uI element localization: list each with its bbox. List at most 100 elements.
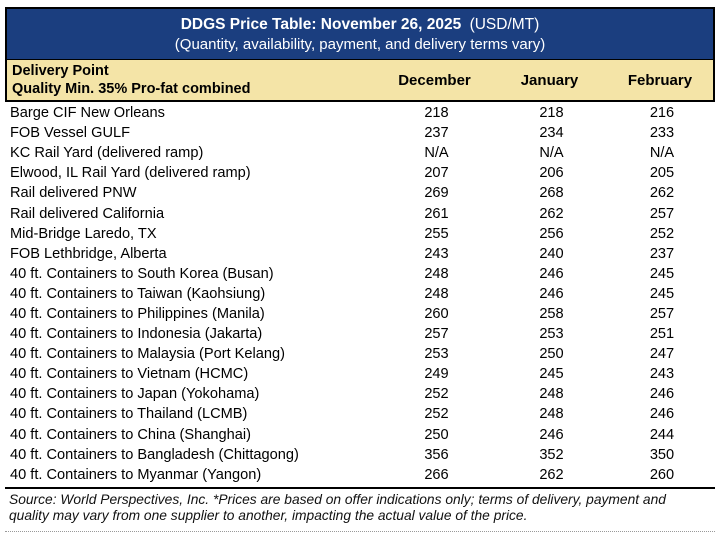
row-january-price: 218 — [539, 105, 564, 122]
row-january-price: 234 — [539, 125, 564, 142]
row-delivery-point: Rail delivered California — [10, 205, 165, 222]
row-december-price: 253 — [424, 346, 449, 363]
row-december-price: 356 — [424, 446, 449, 463]
row-delivery-point: Mid-Bridge Laredo, TX — [10, 225, 157, 242]
column-header-quality-spec: Quality Min. 35% Pro-fat combined — [12, 81, 251, 97]
column-header-delivery: Delivery Point Quality Min. 35% Pro-fat … — [7, 62, 377, 99]
row-december-price: 250 — [424, 426, 449, 443]
row-delivery-point: Barge CIF New Orleans — [10, 105, 165, 122]
row-delivery-point: FOB Lethbridge, Alberta — [10, 245, 167, 262]
table-row: 40 ft. Containers to Taiwan (Kaohsiung) 2… — [5, 284, 715, 304]
row-delivery-point: Elwood, IL Rail Yard (delivered ramp) — [10, 165, 251, 182]
row-january-price: 262 — [539, 205, 564, 222]
row-delivery-point: 40 ft. Containers to Malaysia (Port Kela… — [10, 346, 285, 363]
ddgs-price-table: DDGS Price Table: November 26, 2025 (USD… — [5, 7, 715, 532]
table-row: 40 ft. Containers to South Korea (Busan)… — [5, 264, 715, 284]
table-row: 40 ft. Containers to China (Shanghai) 250… — [5, 425, 715, 445]
table-row: 40 ft. Containers to Myanmar (Yangon) 266… — [5, 465, 715, 485]
row-delivery-point: 40 ft. Containers to Myanmar (Yangon) — [10, 466, 262, 483]
row-december-price: 255 — [424, 225, 449, 242]
row-february-price: 247 — [649, 346, 675, 363]
table-title-line: DDGS Price Table: November 26, 2025 (USD… — [7, 14, 713, 35]
source-note-line2: quality may vary from one supplier to an… — [9, 508, 528, 524]
row-december-price: 237 — [424, 125, 449, 142]
row-delivery-point: 40 ft. Containers to Bangladesh (Chittag… — [10, 446, 299, 463]
column-header-december: December — [398, 71, 471, 89]
column-header-february: February — [627, 71, 693, 89]
row-january-price: 262 — [539, 466, 564, 483]
row-february-price: 260 — [649, 466, 675, 483]
row-february-price: N/A — [649, 145, 675, 162]
table-row: FOB Lethbridge, Alberta 243 240 237 — [5, 244, 715, 264]
row-december-price: 266 — [424, 466, 449, 483]
row-delivery-point: 40 ft. Containers to Thailand (LCMB) — [10, 406, 248, 423]
row-february-price: 237 — [649, 245, 675, 262]
source-note: Source: World Perspectives, Inc. *Prices… — [5, 489, 715, 532]
table-row: 40 ft. Containers to Bangladesh (Chittag… — [5, 445, 715, 465]
row-january-price: 246 — [539, 426, 564, 443]
table-row: 40 ft. Containers to Philippines (Manila… — [5, 304, 715, 324]
table-title: DDGS Price Table: November 26, 2025 — [180, 15, 462, 33]
row-february-price: 245 — [649, 265, 675, 282]
table-row: 40 ft. Containers to Malaysia (Port Kela… — [5, 344, 715, 364]
table-header-band: DDGS Price Table: November 26, 2025 (USD… — [5, 7, 715, 60]
row-january-price: 352 — [539, 446, 564, 463]
row-january-price: 256 — [539, 225, 564, 242]
row-january-price: 245 — [539, 366, 564, 383]
row-delivery-point: 40 ft. Containers to Japan (Yokohama) — [10, 386, 260, 403]
row-delivery-point: 40 ft. Containers to South Korea (Busan) — [10, 265, 274, 282]
row-december-price: 252 — [424, 386, 449, 403]
row-december-price: 207 — [424, 165, 449, 182]
column-header-row: Delivery Point Quality Min. 35% Pro-fat … — [5, 60, 715, 102]
row-delivery-point: KC Rail Yard (delivered ramp) — [10, 145, 204, 162]
column-header-january: January — [520, 71, 579, 89]
row-february-price: 243 — [649, 366, 675, 383]
row-december-price: 257 — [424, 326, 449, 343]
row-december-price: 248 — [424, 285, 449, 302]
row-december-price: 261 — [424, 205, 449, 222]
row-delivery-point: 40 ft. Containers to China (Shanghai) — [10, 426, 251, 443]
row-february-price: 246 — [649, 386, 675, 403]
row-february-price: 257 — [649, 305, 675, 322]
column-header-delivery-point: Delivery Point — [12, 62, 109, 79]
row-december-price: 269 — [424, 185, 449, 202]
row-december-price: 248 — [424, 265, 449, 282]
row-february-price: 244 — [649, 426, 675, 443]
table-row: KC Rail Yard (delivered ramp) N/A N/A N/A — [5, 143, 715, 163]
table-row: 40 ft. Containers to Vietnam (HCMC) 249 24… — [5, 364, 715, 384]
row-january-price: 248 — [539, 386, 564, 403]
table-body: Barge CIF New Orleans 218 218 216 FOB Vessel… — [5, 102, 715, 489]
table-row: Mid-Bridge Laredo, TX 255 256 252 — [5, 224, 715, 244]
table-row: Barge CIF New Orleans 218 218 216 — [5, 103, 715, 123]
row-december-price: 243 — [424, 245, 449, 262]
row-december-price: 260 — [424, 305, 449, 322]
row-january-price: 240 — [539, 245, 564, 262]
source-note-line1: Source: World Perspectives, Inc. *Prices… — [9, 491, 666, 507]
row-december-price: N/A — [424, 145, 449, 162]
row-delivery-point: 40 ft. Containers to Vietnam (HCMC) — [10, 366, 249, 383]
row-delivery-point: 40 ft. Containers to Philippines (Manila… — [10, 305, 265, 322]
row-december-price: 249 — [424, 366, 449, 383]
row-february-price: 233 — [649, 125, 675, 142]
row-delivery-point: 40 ft. Containers to Taiwan (Kaohsiung) — [10, 285, 266, 302]
table-row: Elwood, IL Rail Yard (delivered ramp) 207… — [5, 163, 715, 183]
table-row: 40 ft. Containers to Indonesia (Jakarta)… — [5, 324, 715, 344]
row-december-price: 218 — [424, 105, 449, 122]
row-january-price: 253 — [539, 326, 564, 343]
row-february-price: 246 — [649, 406, 675, 423]
row-january-price: N/A — [539, 145, 564, 162]
table-row: 40 ft. Containers to Japan (Yokohama) 252… — [5, 384, 715, 404]
row-february-price: 252 — [649, 225, 675, 242]
row-january-price: 258 — [539, 305, 564, 322]
table-title-unit: (USD/MT) — [469, 15, 540, 33]
table-row: Rail delivered California 261 262 257 — [5, 203, 715, 223]
row-february-price: 205 — [649, 165, 675, 182]
row-january-price: 246 — [539, 285, 564, 302]
table-subtitle: (Quantity, availability, payment, and de… — [174, 35, 546, 53]
row-february-price: 216 — [649, 105, 675, 122]
row-january-price: 248 — [539, 406, 564, 423]
row-january-price: 206 — [539, 165, 564, 182]
row-february-price: 257 — [649, 205, 675, 222]
row-february-price: 251 — [649, 326, 675, 343]
table-row: 40 ft. Containers to Thailand (LCMB) 252 2… — [5, 404, 715, 424]
